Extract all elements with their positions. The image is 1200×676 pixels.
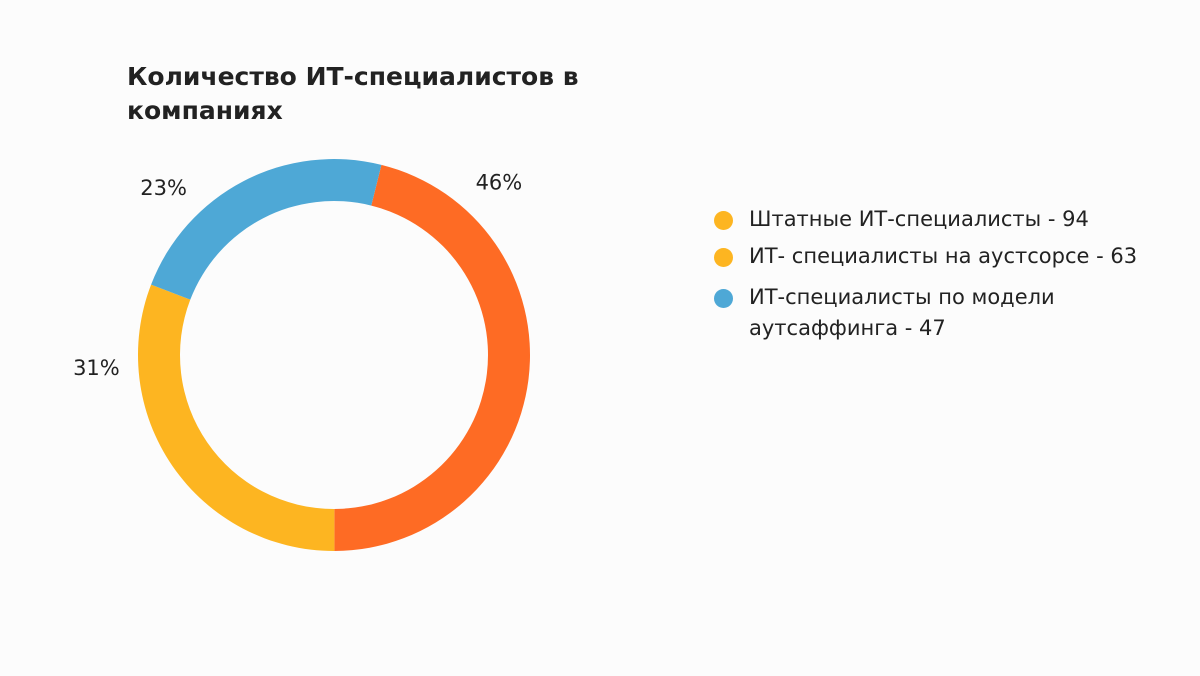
percent-label-staff: 46% — [476, 170, 523, 194]
donut-slice-outstaffing — [151, 159, 382, 300]
legend-label-outsourcing: ИТ- специалисты на аустсорсе - 63 — [749, 244, 1138, 268]
legend-dot-outsourcing — [714, 248, 733, 267]
donut-slices — [138, 159, 530, 551]
percent-labels: 46% 31% 23% — [73, 170, 522, 380]
legend-item-staff: Штатные ИТ-специалисты - 94 — [712, 204, 1182, 235]
chart-legend: Штатные ИТ-специалисты - 94 ИТ- специали… — [712, 204, 1182, 350]
legend-dot-staff — [714, 211, 733, 230]
chart-title: Количество ИТ-специалистов в компаниях — [127, 62, 579, 125]
legend-item-outstaffing: ИТ-специалисты по модели аутсаффинга - 4… — [712, 282, 1182, 344]
donut-slice-staff — [334, 164, 530, 551]
legend-item-outsourcing: ИТ- специалисты на аустсорсе - 63 — [712, 241, 1182, 272]
percent-label-outsourcing: 31% — [73, 356, 120, 380]
legend-dot-outstaffing — [714, 289, 733, 308]
legend-label-staff: Штатные ИТ-специалисты - 94 — [749, 207, 1089, 231]
donut-slice-outsourcing — [138, 284, 335, 551]
legend-label-outstaffing: ИТ-специалисты по модели аутсаффинга - 4… — [749, 285, 1055, 340]
percent-label-outstaffing: 23% — [140, 176, 187, 200]
